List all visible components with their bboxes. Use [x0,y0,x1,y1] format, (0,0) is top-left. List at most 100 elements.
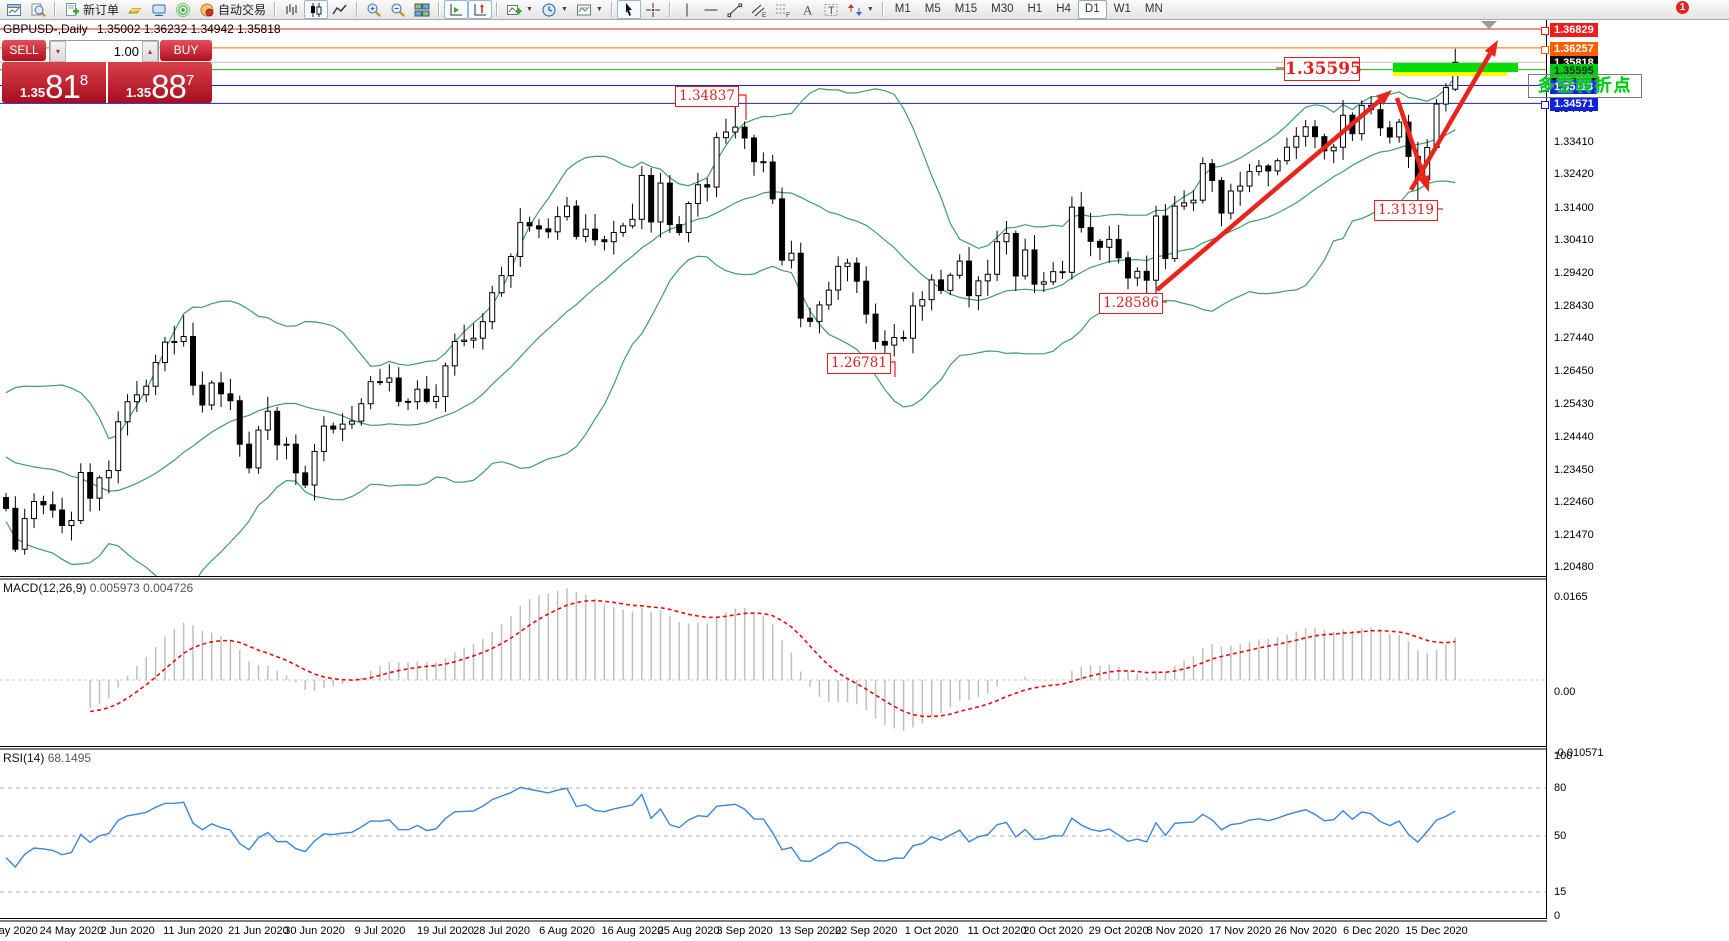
date-label: 11 Oct 2020 [967,925,1027,937]
chart-preview-button[interactable] [26,0,50,19]
dropdown-arrow-icon[interactable]: ▼ [560,6,568,13]
trend-arrow-0[interactable] [1155,98,1382,292]
price-tag-1.35113: 1.35113 [1541,79,1598,94]
toolbar: 新订单 自动交易 ▼ ▼ ▼ E F A T ▼ M1 M5 M15 M30 H1 H4 D1 W1 MN [0,0,1729,20]
text-label-tool-button[interactable]: T [819,0,843,19]
signals-button[interactable] [171,0,195,19]
templates-menu-button[interactable]: ▼ [572,0,607,19]
timeframe-m1-button[interactable]: M1 [894,3,911,15]
periods-menu-icon [541,2,557,18]
candle-body [255,429,262,469]
sell-button[interactable]: SELL [2,40,46,61]
candle-body [526,222,533,227]
price-annotation-1.26781[interactable]: 1.26781 [827,353,891,374]
text-tool-button[interactable]: A [795,0,819,19]
timeframe-h4-button[interactable]: H4 [1056,3,1071,15]
price-annotation-1.34837[interactable]: 1.34837 [675,86,739,107]
note-text-box[interactable]: 多空转折点 [1528,74,1642,98]
new-chart-button[interactable] [2,0,26,19]
tile-windows-button[interactable] [410,0,434,19]
market-watch-button[interactable] [123,0,147,19]
candle-body [292,443,299,474]
periods-menu-button[interactable]: ▼ [537,0,572,19]
highlight-bar-0[interactable] [1393,63,1518,72]
candle-body [377,381,383,384]
timeframe-m30-button[interactable]: M30 [991,3,1014,15]
candle-body [694,184,701,205]
arrows-tool-button[interactable]: ▼ [843,0,878,19]
notification-badge[interactable]: 1 [1676,1,1689,14]
candle-body [1181,202,1188,207]
candle-body [161,341,168,364]
one-click-trade-panel: SELL ▾ ▴ BUY 1.35 81 8 1.35 88 7 [2,40,212,120]
new-chart-icon [6,2,22,18]
candle-body [143,385,150,396]
timeframe-mn-button[interactable]: MN [1144,3,1163,15]
buy-button[interactable]: BUY [160,40,212,61]
candle-body [741,126,748,139]
candle-body [31,500,38,520]
volume-increase-button[interactable]: ▴ [142,41,158,62]
date-label: 9 Jul 2020 [354,925,406,937]
candle-body [461,339,468,342]
candle-body [1396,121,1403,138]
ask-price[interactable]: 1.35 88 7 [108,62,212,106]
bid-prefix: 1.35 [19,85,46,100]
candle-body [1209,163,1216,181]
bid-price[interactable]: 1.35 81 8 [2,62,106,106]
chart-shift-button[interactable] [468,0,493,19]
candle-body [1087,227,1094,242]
horizontal-line-tool-button[interactable] [699,0,723,19]
new-order-icon [64,2,80,18]
date-label: 19 Jul 2020 [416,925,474,937]
cursor-tool-button[interactable] [616,0,641,19]
price-axis: 1.344001.334101.324201.314001.304101.294… [1541,20,1729,923]
price-tick: 1.27440 [1554,332,1594,345]
vertical-line-tool-button[interactable] [675,0,699,19]
candle-body [77,472,84,522]
price-tick: 1.22460 [1554,496,1594,509]
timeframe-m5-button[interactable]: M5 [924,3,941,15]
zoom-out-button[interactable] [386,0,410,19]
candle-body [133,394,140,403]
equidistant-channel-tool-button[interactable]: E [747,0,771,19]
highlight-bar-1[interactable] [1393,72,1507,76]
new-order-button[interactable]: 新订单 [60,0,123,19]
rsi-axis-label: 80 [1554,782,1567,794]
candle-body [395,377,402,402]
line-chart-mode-button[interactable] [328,0,352,19]
trend-arrow-1[interactable] [1394,97,1426,178]
price-annotation-1.35595[interactable]: 1.35595 [1284,57,1362,81]
timeframe-d1-button[interactable]: D1 [1077,0,1107,19]
indicators-menu-button[interactable]: ▼ [502,0,537,19]
auto-trading-button[interactable]: 自动交易 [195,0,270,19]
crosshair-tool-button[interactable] [641,0,665,19]
crosshair-tool-icon [645,2,661,18]
timeframe-h1-button[interactable]: H1 [1027,3,1043,15]
zoom-in-button[interactable] [362,0,386,19]
dropdown-arrow-icon[interactable]: ▼ [595,6,603,13]
dropdown-arrow-icon[interactable]: ▼ [526,6,533,13]
auto-scroll-button[interactable] [444,0,469,19]
trend-arrow-2[interactable] [1409,52,1492,192]
timeframe-m15-button[interactable]: M15 [954,3,978,15]
bar-chart-mode-button[interactable] [280,0,304,19]
timeframe-w1-button[interactable]: W1 [1113,3,1131,15]
candle-body [339,423,346,430]
volume-input[interactable] [66,41,142,62]
chart-shift-marker[interactable] [1481,21,1497,29]
price-annotation-1.31319[interactable]: 1.31319 [1374,200,1438,221]
toolbar-separator [54,2,56,17]
fibonacci-tool-button[interactable]: F [771,0,795,19]
volume-decrease-button[interactable]: ▾ [50,41,66,62]
candle-body [302,472,309,486]
terminal-panel-button[interactable] [147,0,171,19]
candle-body [629,218,636,227]
trendline-tool-button[interactable] [723,0,747,19]
price-annotation-1.28586[interactable]: 1.28586 [1099,293,1163,314]
dropdown-arrow-icon[interactable]: ▼ [866,6,874,13]
toolbar-separator [274,2,277,17]
candlestick-mode-button[interactable] [304,0,329,19]
candle-body [1255,165,1262,173]
